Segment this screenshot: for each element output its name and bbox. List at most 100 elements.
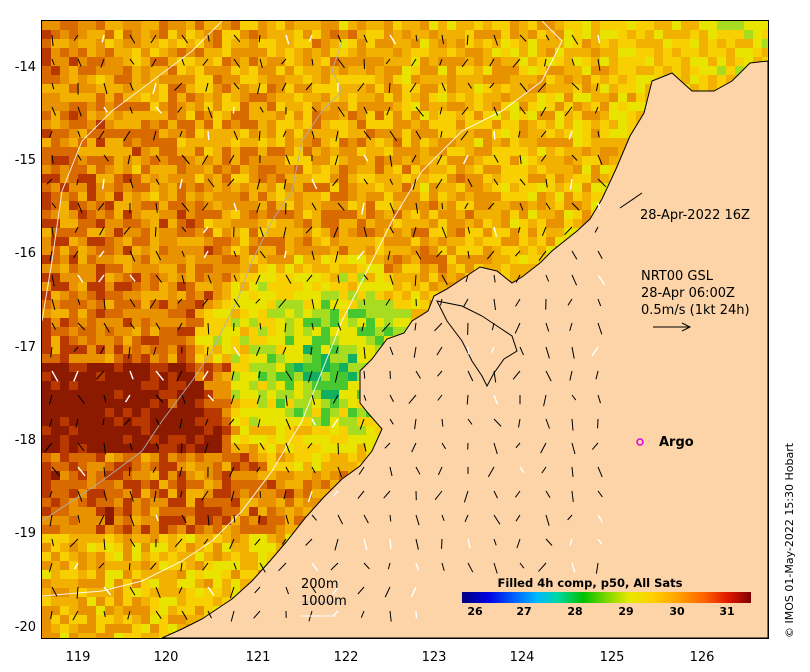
sst-cell [222, 561, 231, 570]
sst-cell [222, 390, 231, 399]
sst-cell [168, 75, 177, 84]
sst-cell [258, 246, 267, 255]
sst-cell [330, 453, 339, 462]
sst-cell [249, 543, 258, 552]
sst-cell [447, 66, 456, 75]
sst-cell [105, 183, 114, 192]
sst-cell [285, 219, 294, 228]
sst-cell [393, 318, 402, 327]
sst-cell [123, 57, 132, 66]
sst-cell [321, 246, 330, 255]
sst-cell [123, 507, 132, 516]
sst-cell [303, 480, 312, 489]
sst-cell [690, 84, 699, 93]
sst-cell [231, 462, 240, 471]
sst-cell [348, 84, 357, 93]
sst-cell [177, 534, 186, 543]
sst-cell [177, 192, 186, 201]
sst-cell [321, 237, 330, 246]
sst-cell [105, 525, 114, 534]
sst-cell [96, 480, 105, 489]
sst-cell [258, 318, 267, 327]
sst-cell [330, 246, 339, 255]
sst-cell [177, 21, 186, 30]
sst-cell [591, 57, 600, 66]
sst-cell [492, 120, 501, 129]
sst-cell [87, 147, 96, 156]
sst-cell [447, 147, 456, 156]
sst-cell [213, 309, 222, 318]
sst-cell [78, 291, 87, 300]
sst-cell [285, 489, 294, 498]
sst-cell [258, 228, 267, 237]
sst-cell [42, 381, 51, 390]
sst-cell [78, 138, 87, 147]
sst-cell [366, 48, 375, 57]
sst-cell [231, 21, 240, 30]
sst-cell [213, 525, 222, 534]
sst-cell [321, 282, 330, 291]
sst-cell [285, 480, 294, 489]
sst-cell [411, 264, 420, 273]
sst-cell [609, 165, 618, 174]
sst-cell [213, 417, 222, 426]
sst-cell [204, 147, 213, 156]
sst-cell [195, 336, 204, 345]
sst-cell [213, 39, 222, 48]
sst-cell [303, 435, 312, 444]
sst-cell [87, 507, 96, 516]
sst-cell [186, 336, 195, 345]
sst-cell [213, 120, 222, 129]
sst-cell [69, 201, 78, 210]
sst-cell [240, 372, 249, 381]
sst-cell [582, 30, 591, 39]
sst-cell [51, 237, 60, 246]
sst-map[interactable]: 28-Apr-2022 16Z NRT00 GSL 28-Apr 06:00Z … [41, 20, 769, 639]
sst-cell [141, 102, 150, 111]
sst-cell [195, 66, 204, 75]
sst-cell [258, 354, 267, 363]
sst-cell [267, 192, 276, 201]
sst-cell [177, 543, 186, 552]
sst-cell [537, 138, 546, 147]
sst-cell [96, 219, 105, 228]
sst-cell [303, 417, 312, 426]
sst-cell [96, 165, 105, 174]
sst-cell [492, 264, 501, 273]
sst-cell [609, 156, 618, 165]
sst-cell [438, 39, 447, 48]
sst-cell [663, 30, 672, 39]
sst-cell [312, 327, 321, 336]
sst-cell [168, 372, 177, 381]
sst-cell [141, 174, 150, 183]
sst-cell [69, 102, 78, 111]
sst-cell [690, 30, 699, 39]
sst-cell [231, 552, 240, 561]
sst-cell [393, 84, 402, 93]
sst-cell [294, 57, 303, 66]
sst-cell [744, 57, 753, 66]
sst-cell [105, 408, 114, 417]
sst-cell [321, 66, 330, 75]
sst-cell [546, 174, 555, 183]
sst-cell [393, 93, 402, 102]
sst-cell [294, 417, 303, 426]
sst-cell [393, 120, 402, 129]
sst-cell [105, 156, 114, 165]
sst-cell [735, 66, 744, 75]
sst-cell [591, 21, 600, 30]
sst-cell [411, 282, 420, 291]
sst-cell [96, 129, 105, 138]
sst-cell [411, 300, 420, 309]
sst-cell [384, 39, 393, 48]
sst-cell [114, 129, 123, 138]
sst-cell [429, 21, 438, 30]
sst-cell [249, 219, 258, 228]
sst-cell [78, 21, 87, 30]
sst-cell [339, 48, 348, 57]
sst-cell [204, 444, 213, 453]
sst-cell [393, 66, 402, 75]
sst-cell [78, 183, 87, 192]
sst-cell [501, 210, 510, 219]
sst-cell [123, 129, 132, 138]
